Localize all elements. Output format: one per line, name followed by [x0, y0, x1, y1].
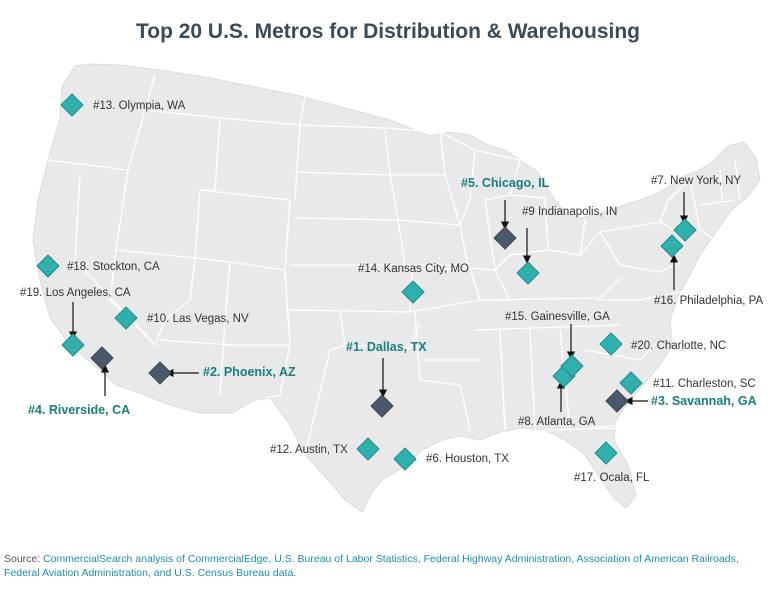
- metro-markers: [36, 93, 697, 471]
- page-title: Top 20 U.S. Metros for Distribution & Wa…: [135, 20, 640, 43]
- label-rank-3: #3. Savannah, GA: [651, 394, 757, 408]
- label-rank-5: #5. Chicago, IL: [461, 176, 550, 190]
- marker-rank-16[interactable]: [660, 234, 684, 258]
- marker-rank-7[interactable]: [673, 218, 697, 242]
- marker-rank-11[interactable]: [619, 371, 643, 395]
- source-prefix: Source:: [4, 553, 41, 565]
- label-rank-20: #20. Charlotte, NC: [631, 340, 726, 352]
- label-rank-13: #13. Olympia, WA: [93, 100, 186, 112]
- marker-rank-6[interactable]: [393, 447, 417, 471]
- label-rank-15: #15. Gainesville, GA: [505, 311, 610, 323]
- us-landmass: [32, 63, 761, 513]
- label-rank-8: #8. Atlanta, GA: [518, 416, 596, 428]
- marker-rank-14[interactable]: [401, 280, 425, 304]
- label-rank-16: #16. Philadelphia, PA: [654, 295, 763, 307]
- marker-rank-9[interactable]: [516, 261, 540, 285]
- label-rank-11: #11. Charleston, SC: [653, 378, 756, 390]
- state-borders: [47, 74, 741, 456]
- label-rank-1: #1. Dallas, TX: [346, 340, 427, 354]
- source-note: Source: CommercialSearch analysis of Com…: [4, 552, 774, 580]
- marker-rank-20[interactable]: [599, 332, 623, 356]
- marker-rank-12[interactable]: [356, 437, 380, 461]
- marker-rank-17[interactable]: [594, 441, 618, 465]
- leader-arrows: [68, 192, 689, 412]
- metro-labels: #1. Dallas, TX #2. Phoenix, AZ #3. Savan…: [20, 100, 763, 484]
- marker-rank-13[interactable]: [60, 93, 84, 117]
- marker-rank-18[interactable]: [36, 254, 60, 278]
- label-rank-4: #4. Riverside, CA: [28, 403, 130, 417]
- marker-rank-5[interactable]: [493, 226, 517, 250]
- label-rank-9: #9 Indianapolis, IN: [522, 206, 617, 218]
- label-rank-6: #6. Houston, TX: [426, 453, 509, 465]
- label-rank-10: #10. Las Vegas, NV: [147, 313, 249, 325]
- marker-rank-3[interactable]: [605, 389, 629, 413]
- marker-rank-15[interactable]: [560, 354, 584, 378]
- label-rank-17: #17. Ocala, FL: [574, 472, 650, 484]
- label-rank-2: #2. Phoenix, AZ: [203, 365, 296, 379]
- label-rank-14: #14. Kansas City, MO: [358, 263, 469, 275]
- marker-rank-10[interactable]: [114, 306, 138, 330]
- label-rank-18: #18. Stockton, CA: [67, 261, 160, 273]
- marker-rank-1[interactable]: [370, 394, 394, 418]
- marker-rank-19[interactable]: [61, 333, 85, 357]
- label-rank-12: #12. Austin, TX: [270, 444, 348, 456]
- marker-rank-4[interactable]: [90, 346, 114, 370]
- label-rank-19: #19. Los Angeles, CA: [20, 287, 131, 299]
- source-link[interactable]: CommercialSearch analysis of CommercialE…: [4, 553, 739, 579]
- marker-rank-2[interactable]: [148, 361, 172, 385]
- label-rank-7: #7. New York, NY: [651, 175, 741, 187]
